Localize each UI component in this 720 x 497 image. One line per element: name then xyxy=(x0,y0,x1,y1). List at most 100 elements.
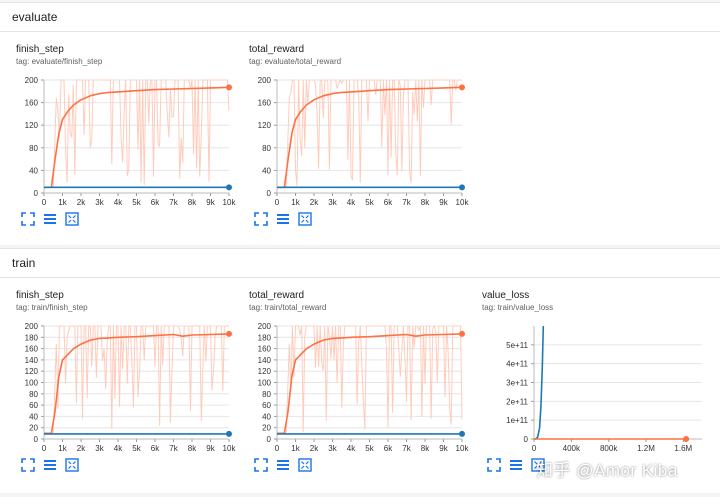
y-tick-label: 160 xyxy=(258,99,272,108)
x-tick-label: 6k xyxy=(151,444,160,453)
y-tick-label: 140 xyxy=(25,356,39,365)
series-end-point xyxy=(459,330,465,337)
x-tick-label: 4k xyxy=(114,444,123,453)
x-tick-label: 6k xyxy=(384,444,393,453)
y-tick-label: 60 xyxy=(29,401,38,410)
x-tick-label: 10k xyxy=(456,198,470,207)
toggle-log-scale-icon[interactable] xyxy=(276,458,290,472)
fit-domain-icon[interactable] xyxy=(254,212,268,226)
y-tick-label: 0 xyxy=(34,435,39,444)
x-tick-label: 10k xyxy=(223,444,237,453)
expand-chart-icon[interactable] xyxy=(531,458,545,472)
x-tick-label: 3k xyxy=(328,444,337,453)
x-tick-label: 10k xyxy=(456,444,470,453)
expand-chart-icon[interactable] xyxy=(65,458,79,472)
series-end-point xyxy=(683,436,690,442)
x-tick-label: 1.2M xyxy=(637,444,655,453)
x-tick-label: 2k xyxy=(77,444,86,453)
raw-series-line xyxy=(44,325,230,434)
toggle-log-scale-icon[interactable] xyxy=(509,458,523,472)
y-tick-label: 100 xyxy=(258,379,272,388)
x-tick-label: 4k xyxy=(347,198,356,207)
x-tick-label: 7k xyxy=(169,444,178,453)
series-end-point xyxy=(459,84,465,91)
fit-domain-icon[interactable] xyxy=(21,212,35,226)
card-title: total_reward xyxy=(249,290,305,301)
y-tick-label: 3e+11 xyxy=(506,379,528,388)
series-line xyxy=(277,86,463,189)
chart-plot[interactable]: 0 1e+11 2e+11 3e+11 4e+11 5e+11 0 400k 800k 1.2M 1… xyxy=(482,320,714,455)
x-tick-label: 1.6M xyxy=(674,444,692,453)
x-tick-label: 800k xyxy=(600,444,618,453)
raw-series-line xyxy=(277,324,463,434)
y-tick-label: 80 xyxy=(29,390,38,399)
section-title: train xyxy=(12,256,36,270)
section-header-train[interactable]: train xyxy=(0,248,720,278)
y-tick-label: 1e+11 xyxy=(506,416,528,425)
section-title: evaluate xyxy=(12,10,58,24)
x-tick-label: 2k xyxy=(310,444,319,453)
chart-card-train-total-reward: total_reward tag: train/total_reward 0 20… xyxy=(249,290,474,480)
x-tick-label: 1k xyxy=(291,198,300,207)
y-tick-label: 160 xyxy=(25,345,39,354)
y-tick-label: 40 xyxy=(262,412,271,421)
card-title: finish_step xyxy=(16,44,64,55)
series-end-point xyxy=(459,430,465,437)
x-tick-label: 2k xyxy=(310,198,319,207)
expand-chart-icon[interactable] xyxy=(298,458,312,472)
y-tick-label: 40 xyxy=(262,166,271,175)
card-tag: tag: train/value_loss xyxy=(482,303,554,312)
x-tick-label: 8k xyxy=(188,198,197,207)
x-tick-label: 1k xyxy=(291,444,300,453)
y-tick-label: 180 xyxy=(25,333,39,342)
x-tick-label: 0 xyxy=(42,198,47,207)
fit-domain-icon[interactable] xyxy=(487,458,501,472)
x-tick-label: 2k xyxy=(77,198,86,207)
y-tick-label: 120 xyxy=(25,367,39,376)
x-tick-label: 9k xyxy=(206,198,215,207)
expand-chart-icon[interactable] xyxy=(65,212,79,226)
series-line xyxy=(44,333,230,435)
fit-domain-icon[interactable] xyxy=(21,458,35,472)
toggle-log-scale-icon[interactable] xyxy=(43,458,57,472)
y-tick-label: 20 xyxy=(262,424,271,433)
y-tick-label: 4e+11 xyxy=(506,360,528,369)
raw-series-line xyxy=(44,79,230,188)
series-end-point xyxy=(226,84,232,91)
x-tick-label: 0 xyxy=(275,198,280,207)
fit-domain-icon[interactable] xyxy=(254,458,268,472)
x-tick-label: 4k xyxy=(347,444,356,453)
x-tick-label: 1k xyxy=(58,444,67,453)
x-tick-label: 8k xyxy=(421,444,430,453)
expand-chart-icon[interactable] xyxy=(298,212,312,226)
y-tick-label: 0 xyxy=(524,435,529,444)
card-title: value_loss xyxy=(482,290,530,301)
y-tick-label: 200 xyxy=(25,322,39,331)
chart-plot[interactable]: 0 20 40 60 80 100 120 140 160 180 200 0 1k 2k 3k 4k 5k 6k… xyxy=(249,320,474,455)
y-tick-label: 100 xyxy=(25,379,39,388)
y-tick-label: 2e+11 xyxy=(506,397,528,406)
toggle-log-scale-icon[interactable] xyxy=(43,212,57,226)
x-tick-label: 7k xyxy=(402,198,411,207)
x-tick-label: 5k xyxy=(132,444,141,453)
y-tick-label: 80 xyxy=(262,390,271,399)
x-tick-label: 5k xyxy=(365,444,374,453)
series-end-point xyxy=(226,430,232,437)
x-tick-label: 5k xyxy=(132,198,141,207)
series-end-point xyxy=(226,184,232,191)
section-body-evaluate: finish_step tag: evaluate/finish_step 0 4… xyxy=(0,32,720,245)
x-tick-label: 0 xyxy=(42,444,47,453)
y-tick-label: 140 xyxy=(258,356,272,365)
section-header-evaluate[interactable]: evaluate xyxy=(0,2,720,32)
series-end-point xyxy=(226,330,232,337)
chart-card-evaluate-finish-step: finish_step tag: evaluate/finish_step 0 4… xyxy=(16,44,241,234)
card-title: total_reward xyxy=(249,44,305,55)
chart-plot[interactable]: 0 20 40 60 80 100 120 140 160 180 200 0 1k 2k 3k 4k 5k 6k… xyxy=(16,320,241,455)
chart-plot[interactable]: 0 40 80 120 160 200 0 1k 2k 3k 4k 5k 6k 7k 8k 9k 10k xyxy=(16,74,241,209)
watermark: 知乎 @Amor Kiba xyxy=(536,461,678,480)
chart-plot[interactable]: 0 40 80 120 160 200 0 1k 2k 3k 4k 5k 6k 7k 8k 9k 10k xyxy=(249,74,474,209)
x-tick-label: 10k xyxy=(223,198,237,207)
x-tick-label: 8k xyxy=(421,198,430,207)
y-tick-label: 40 xyxy=(29,412,38,421)
toggle-log-scale-icon[interactable] xyxy=(276,212,290,226)
